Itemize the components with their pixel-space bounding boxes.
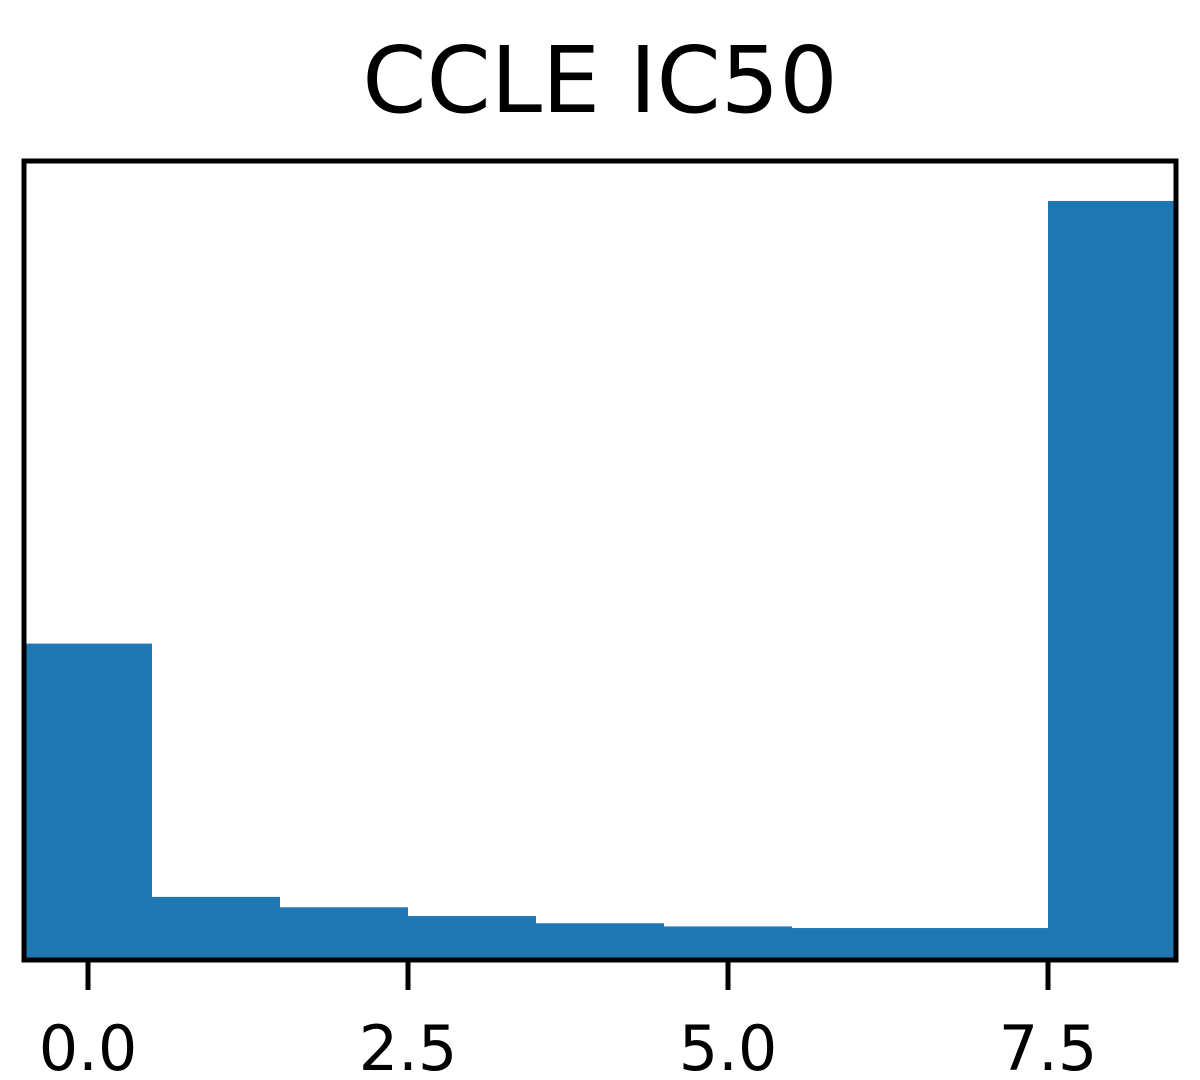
histogram-bar — [280, 907, 408, 960]
histogram-bar — [920, 928, 1048, 960]
x-tick-label: 2.5 — [359, 1012, 458, 1080]
histogram-bar — [792, 928, 920, 960]
plot-frame — [21, 158, 1179, 963]
x-tick-label: 5.0 — [679, 1012, 778, 1080]
x-tick-label: 0.0 — [39, 1012, 138, 1080]
histogram-bar — [664, 926, 792, 960]
histogram-bar — [152, 896, 280, 960]
histogram-bar — [24, 643, 152, 960]
chart-title: CCLE IC50 — [362, 27, 838, 134]
histogram-bar — [408, 916, 536, 960]
histogram-bar — [1048, 200, 1176, 960]
x-axis-ticks: 0.0 2.5 5.0 7.5 — [39, 960, 1098, 1080]
x-tick-label: 7.5 — [999, 1012, 1098, 1080]
bars-group — [24, 200, 1176, 960]
histogram-bar — [536, 923, 664, 960]
